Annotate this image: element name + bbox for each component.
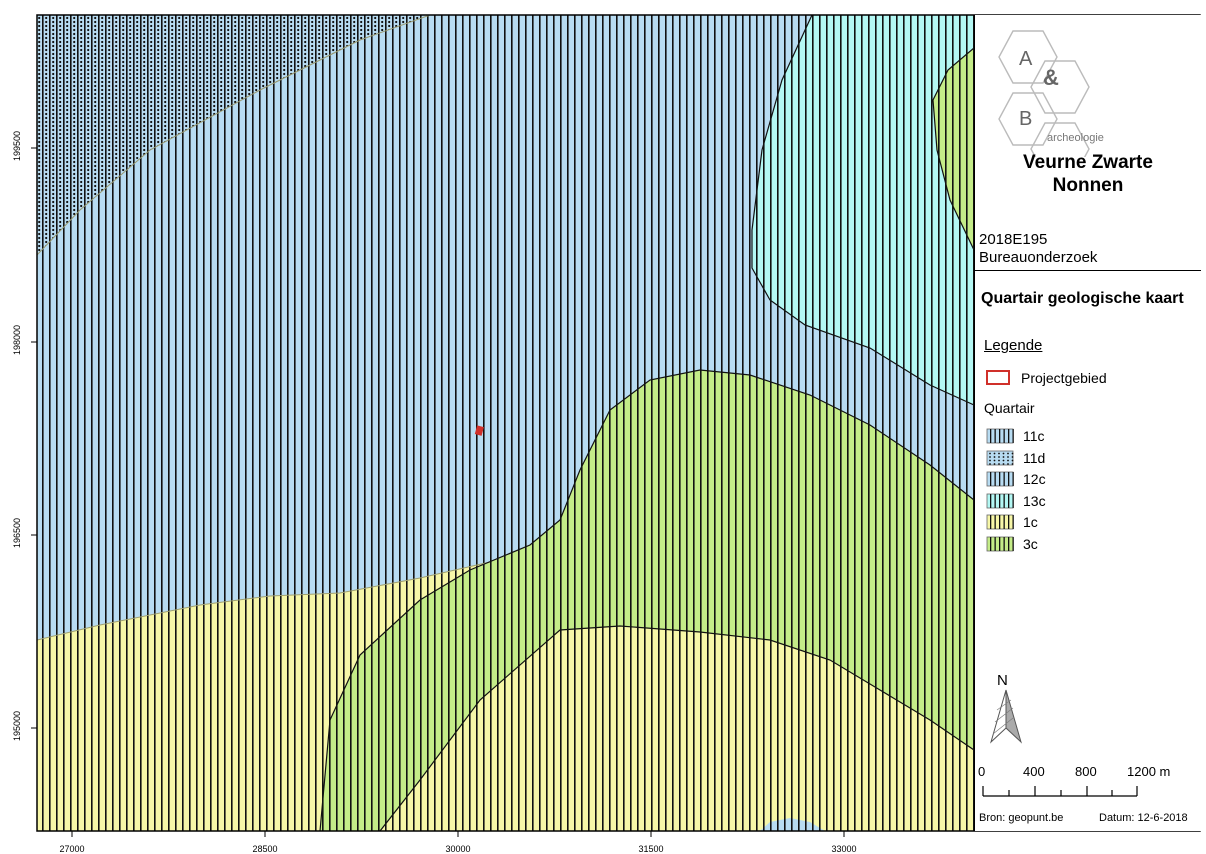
north-label: N bbox=[997, 672, 1008, 689]
north-arrow-icon bbox=[990, 689, 1022, 744]
scale-label: 400 bbox=[1023, 764, 1045, 779]
map-title: Quartair geologische kaart bbox=[981, 290, 1184, 307]
legend-swatch bbox=[986, 428, 1014, 444]
y-tick-label: 195000 bbox=[12, 710, 22, 742]
info-panel: A & B archeologie Veurne Zwarte Nonnen 2… bbox=[974, 15, 1201, 831]
legend-swatch bbox=[986, 493, 1014, 508]
x-tick-label: 30000 bbox=[445, 844, 471, 854]
dot-overlay bbox=[37, 15, 430, 255]
legend-swatch bbox=[986, 471, 1014, 487]
company-logo: A & B archeologie bbox=[998, 30, 1104, 157]
boundary-13c bbox=[751, 15, 974, 406]
boundary-3c bbox=[319, 369, 974, 831]
logo-ampersand: & bbox=[1043, 65, 1059, 90]
y-tick-label: 196500 bbox=[12, 517, 22, 549]
legend-item-label: 3c bbox=[1023, 535, 1038, 552]
logo-letter-a: A bbox=[1019, 48, 1033, 70]
panel-divider bbox=[975, 270, 1201, 271]
study-type: Bureauonderzoek bbox=[979, 249, 1098, 266]
quartair-label: Quartair bbox=[984, 400, 1035, 416]
project-code: 2018E195 Bureauonderzoek bbox=[979, 231, 1097, 267]
scale-label: 0 bbox=[978, 764, 986, 779]
project-area-symbol bbox=[986, 370, 1010, 385]
legend-item-label: 1c bbox=[1023, 514, 1038, 530]
legend-item-label: 12c bbox=[1023, 471, 1046, 487]
project-area[interactable] bbox=[474, 425, 484, 436]
data-source: Bron: geopunt.be bbox=[979, 812, 1064, 824]
y-tick-label: 198000 bbox=[12, 324, 22, 356]
boundary-11d bbox=[37, 15, 431, 256]
project-title-line2: Nonnen bbox=[1052, 175, 1124, 196]
axis-ticks bbox=[31, 147, 845, 837]
project-title-line1: Veurne Zwarte bbox=[1023, 152, 1153, 173]
hatch-overlay bbox=[37, 15, 974, 831]
scale-label: 800 bbox=[1075, 764, 1097, 779]
boundary-1c bbox=[37, 561, 491, 641]
map-area bbox=[37, 15, 974, 831]
project-code-number: 2018E195 bbox=[979, 231, 1048, 248]
legend-item-label: 11d bbox=[1023, 449, 1046, 466]
logo-letter-b: B bbox=[1019, 108, 1032, 130]
x-tick-label: 27000 bbox=[59, 844, 85, 854]
boundary-3c-top bbox=[932, 47, 974, 251]
legend-item-label: 13c bbox=[1023, 492, 1046, 509]
y-tick-label: 199500 bbox=[12, 130, 22, 162]
project-title: Veurne Zwarte Nonnen bbox=[975, 151, 1201, 197]
legend-swatch bbox=[986, 450, 1014, 465]
map-date: Datum: 12-6-2018 bbox=[1099, 812, 1188, 824]
legend-swatch bbox=[986, 514, 1014, 530]
scale-label: 1200 m bbox=[1127, 764, 1171, 779]
scale-bar bbox=[982, 786, 1138, 797]
x-tick-label: 31500 bbox=[638, 844, 664, 854]
legend-swatch bbox=[986, 536, 1014, 551]
project-area-label: Projectgebied bbox=[1021, 370, 1107, 386]
x-tick-label: 28500 bbox=[252, 844, 278, 854]
x-tick-label: 33000 bbox=[831, 844, 857, 854]
legend-item-label: 11c bbox=[1023, 428, 1045, 444]
logo-wordmark: archeologie bbox=[1047, 132, 1104, 144]
legend-title: Legende bbox=[984, 337, 1043, 354]
boundary-3c-inner bbox=[379, 625, 974, 831]
